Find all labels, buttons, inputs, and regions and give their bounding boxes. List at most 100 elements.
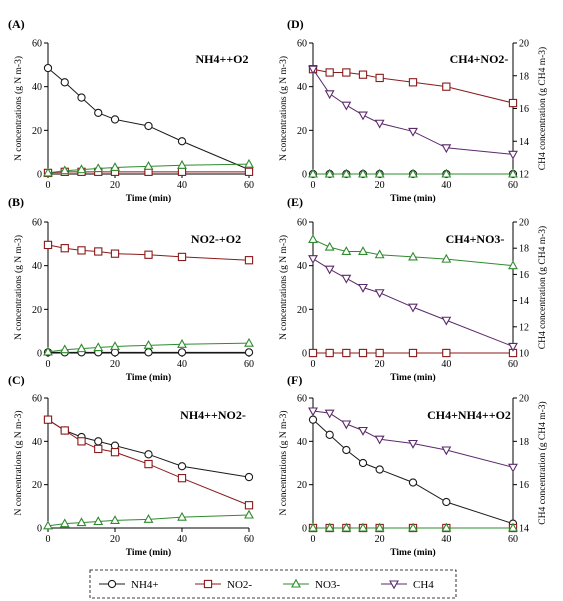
- data-point-no3: [244, 509, 254, 519]
- data-point-no3: [358, 246, 368, 256]
- data-point-no3: [508, 168, 518, 178]
- data-point-no3: [143, 340, 154, 349]
- y-tick-label: 60: [297, 218, 307, 229]
- y-tick-label: 20: [297, 305, 307, 316]
- y2-axis-label: CH4 concentration (g CH4 m-3): [537, 226, 548, 349]
- x-tick-label: 60: [244, 534, 254, 545]
- x-tick-label: 0: [46, 359, 51, 370]
- x-tick-label: 40: [177, 359, 187, 370]
- data-point-no2: [308, 348, 318, 358]
- data-point-nh4: [308, 415, 318, 424]
- y-tick-label: 0: [37, 170, 42, 181]
- data-point-nh4: [177, 348, 187, 357]
- series-line-nh4: [312, 419, 514, 525]
- data-point-nh4: [94, 437, 103, 446]
- data-point-no2: [325, 348, 334, 358]
- data-point-no3: [441, 168, 452, 178]
- data-point-no3: [374, 249, 385, 259]
- data-point-no3: [177, 159, 187, 169]
- data-point-no2: [244, 501, 254, 510]
- x-tick-label: 60: [508, 180, 518, 191]
- data-point-no3: [110, 515, 120, 524]
- data-point-no2: [177, 167, 187, 176]
- data-point-nh4: [60, 78, 69, 87]
- data-point-no3: [374, 522, 385, 532]
- y-axis-label: N concentrations (g N m-3): [278, 56, 289, 161]
- data-point-ch4: [358, 426, 368, 436]
- data-point-ch4: [324, 265, 335, 275]
- data-point-no3: [408, 251, 418, 261]
- data-point-no2: [177, 474, 187, 483]
- data-point-no3: [341, 522, 352, 532]
- data-point-nh4: [375, 465, 384, 474]
- data-point-no2: [110, 448, 120, 457]
- data-point-nh4: [177, 462, 187, 471]
- y2-tick-label: 10: [519, 349, 529, 360]
- data-point-ch4: [408, 127, 418, 137]
- data-point-nh4: [342, 445, 351, 455]
- x-tick-label: 0: [311, 180, 316, 191]
- data-point-no3: [324, 522, 335, 532]
- y2-tick-label: 16: [519, 270, 529, 281]
- y-tick-label: 40: [297, 261, 307, 272]
- data-point-no2: [94, 247, 103, 256]
- y-tick-label: 40: [32, 437, 42, 448]
- data-point-no2: [244, 256, 254, 265]
- panel-a: 0 20 40 60 0 20 40 60 Time (min) N concentrations…: [8, 17, 254, 204]
- data-point-nh4: [358, 458, 368, 468]
- x-tick-label: 60: [508, 359, 518, 370]
- data-point-ch4: [441, 144, 452, 154]
- series-line-nh4: [47, 419, 250, 478]
- data-point-ch4: [508, 342, 518, 352]
- data-point-no2: [342, 348, 351, 358]
- data-point-no3: [143, 161, 154, 170]
- data-point-no2: [43, 415, 53, 424]
- x-tick-label: 20: [375, 359, 385, 370]
- data-point-nh4: [244, 348, 254, 357]
- data-point-ch4: [358, 283, 368, 293]
- y2-tick-label: 18: [519, 71, 529, 82]
- data-point-no2: [325, 68, 334, 77]
- data-point-no3: [43, 520, 53, 530]
- y2-axis-label: CH4 concentration (g CH4 m-3): [537, 401, 548, 524]
- data-point-no2: [60, 244, 69, 253]
- data-point-ch4: [341, 274, 352, 284]
- data-point-no2: [442, 348, 451, 358]
- data-point-no3: [341, 246, 352, 256]
- data-point-nh4: [144, 450, 153, 459]
- data-point-no3: [93, 163, 104, 173]
- data-point-no2: [375, 73, 384, 83]
- data-point-no2: [408, 78, 418, 87]
- legend-marker-no3: [291, 578, 301, 588]
- y-tick-label: 0: [37, 349, 42, 360]
- data-point-no2: [408, 348, 418, 358]
- data-point-no3: [177, 338, 187, 348]
- panel-title: NH4++NO2-: [180, 408, 246, 422]
- data-point-no3: [324, 168, 335, 178]
- y2-tick-label: 16: [519, 104, 529, 115]
- data-point-no3: [143, 514, 154, 523]
- data-point-ch4: [324, 409, 335, 419]
- data-point-no2: [110, 249, 120, 258]
- data-point-nh4: [244, 472, 254, 482]
- x-axis-label: Time (min): [390, 547, 435, 558]
- data-point-no2: [60, 426, 69, 435]
- data-point-ch4: [441, 446, 452, 456]
- data-point-ch4: [341, 101, 352, 111]
- data-point-ch4: [408, 303, 418, 313]
- x-tick-label: 40: [177, 534, 187, 545]
- x-tick-label: 60: [244, 180, 254, 191]
- y-tick-label: 0: [302, 349, 307, 360]
- series-line-ch4: [312, 410, 514, 468]
- data-point-no3: [76, 517, 87, 527]
- y-tick-label: 60: [297, 394, 307, 405]
- y-axis-label: N concentrations (g N m-3): [13, 56, 24, 161]
- x-tick-label: 60: [508, 534, 518, 545]
- data-point-ch4: [408, 439, 418, 449]
- y-tick-label: 20: [32, 305, 42, 316]
- panel-title: CH4+NH4++O2: [427, 408, 511, 422]
- data-point-no2: [144, 250, 153, 259]
